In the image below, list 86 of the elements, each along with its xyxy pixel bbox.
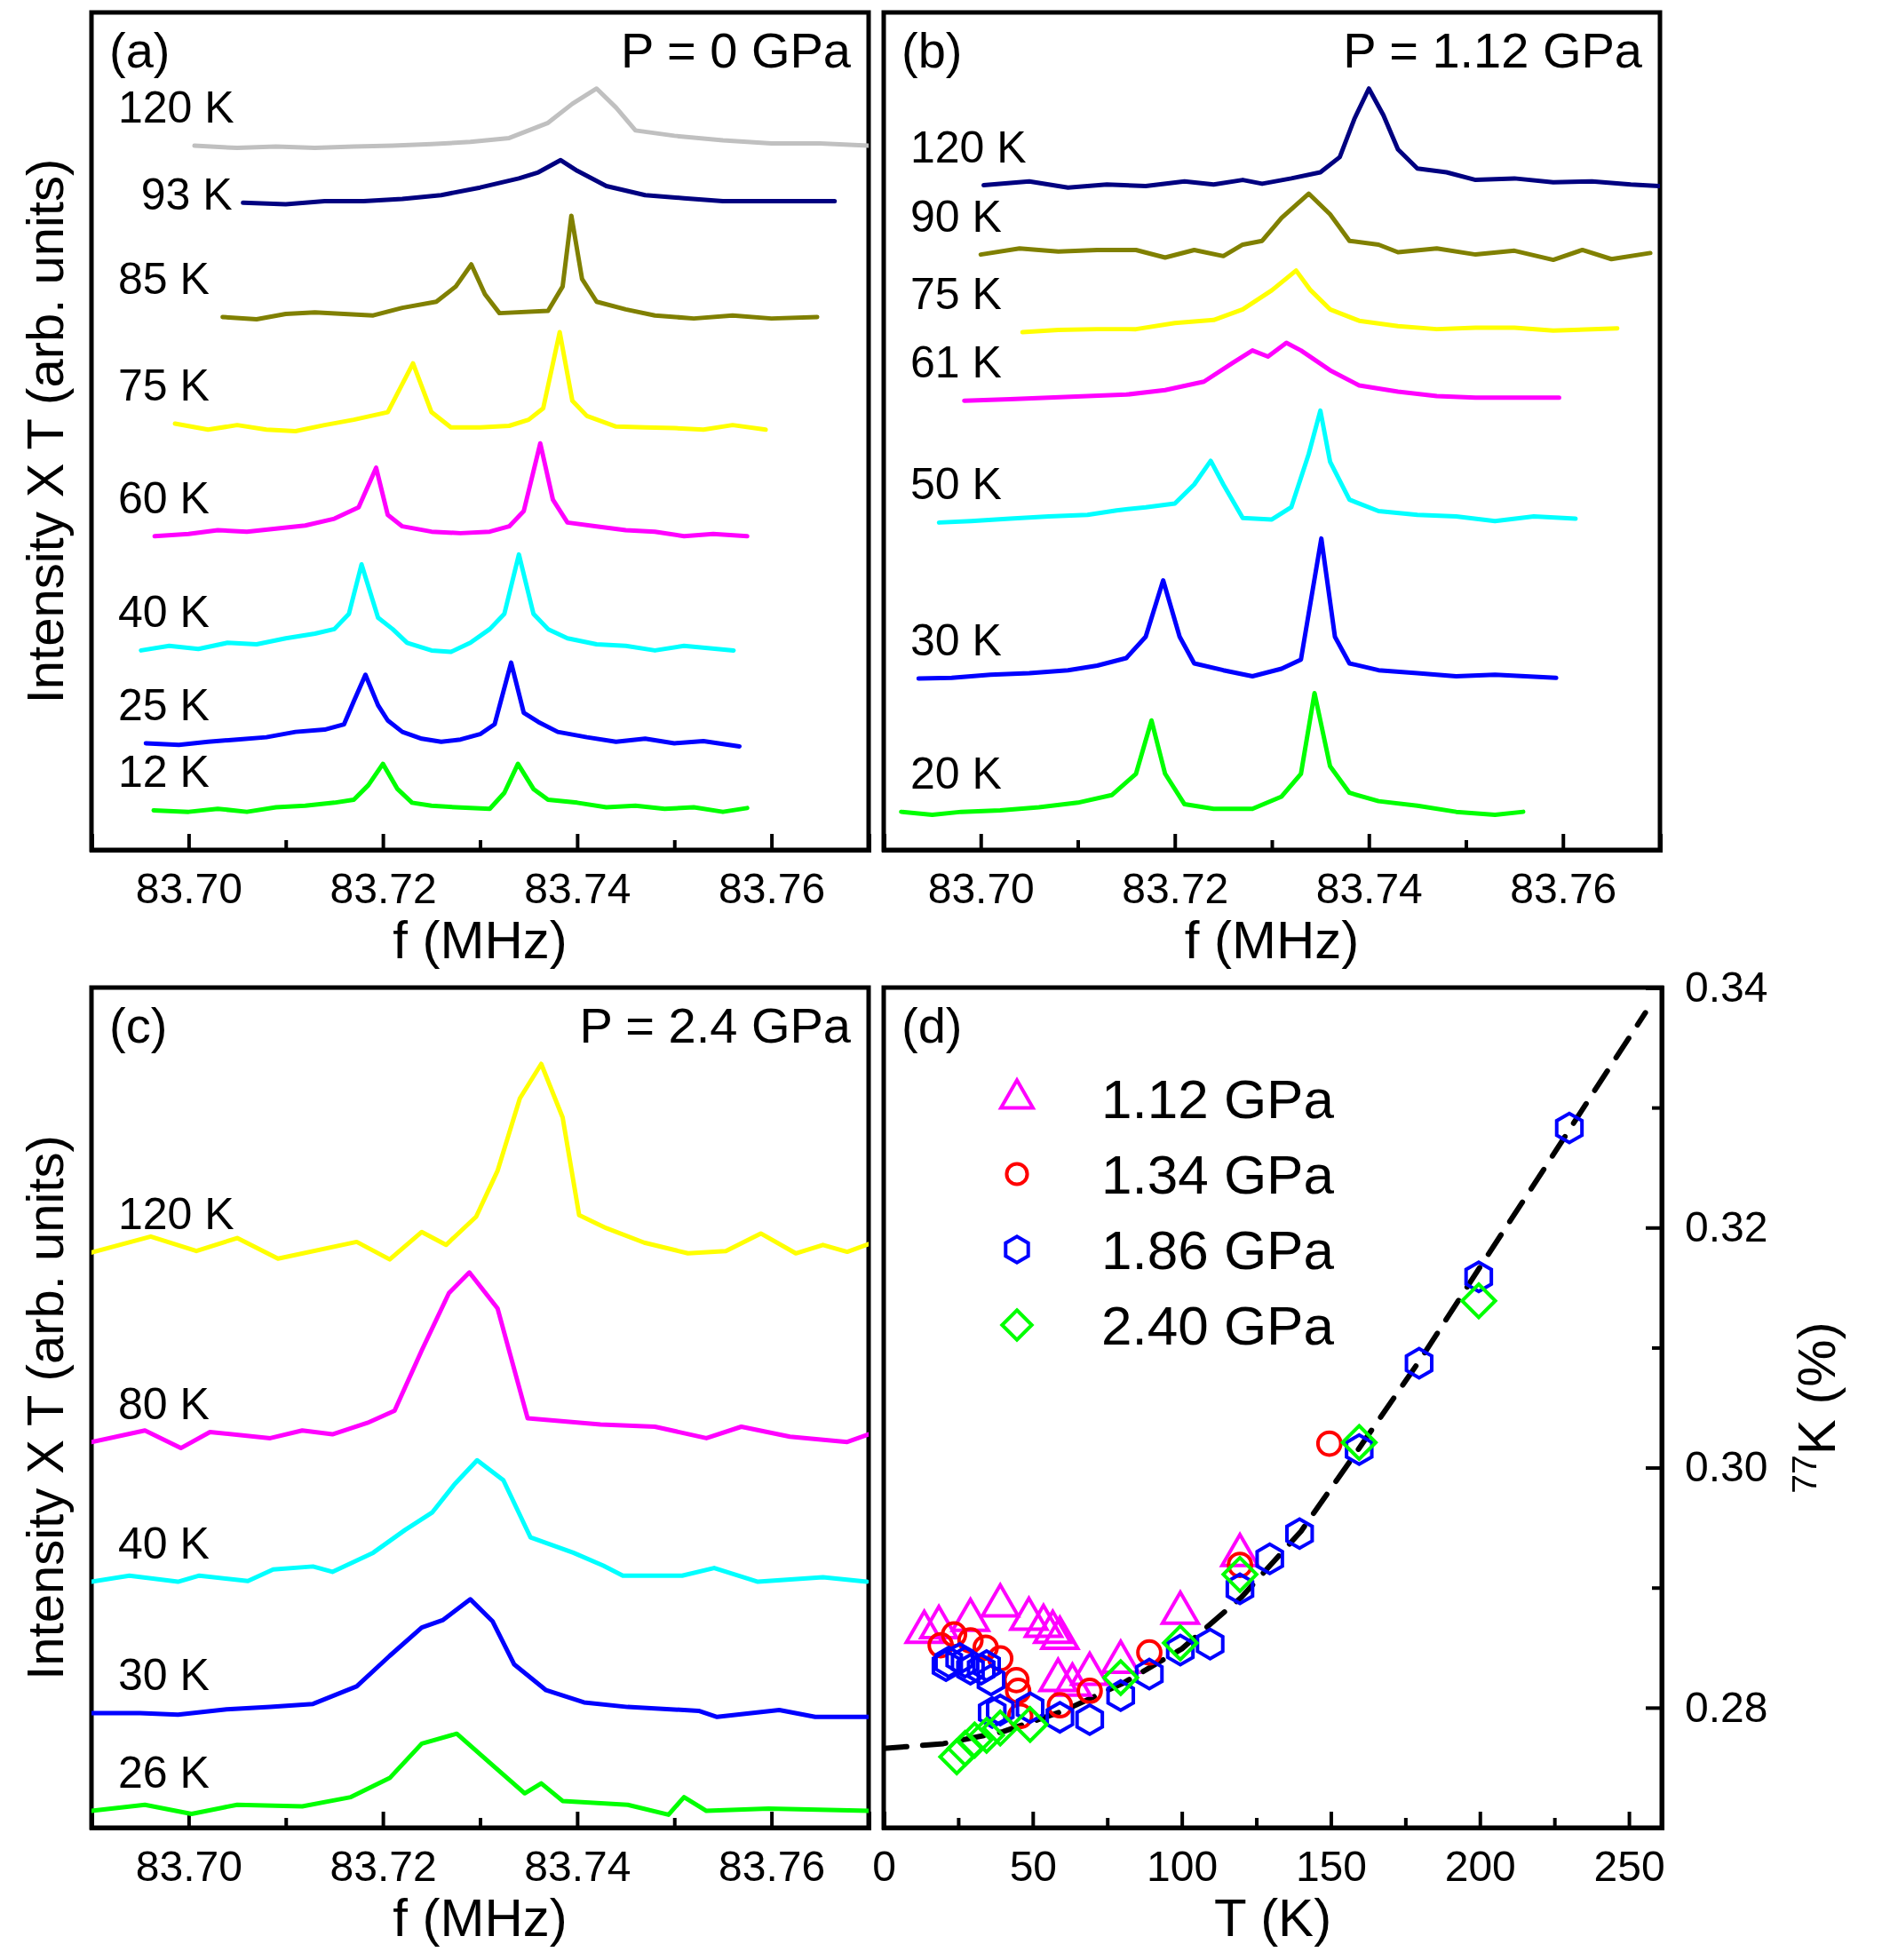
y2-tick-label: 0.28 [1685,1683,1768,1731]
series-label: 20 K [910,749,1002,799]
point [972,1649,1002,1682]
x-tick-label: 83.74 [524,1843,631,1891]
x-tick-label: 83.72 [330,865,437,913]
point [956,1653,985,1686]
point [1340,1424,1378,1461]
text: (a) [109,22,171,78]
x-tick-label: 83.76 [1510,865,1617,913]
point [966,1653,996,1686]
text: P = 1.12 GPa [1343,22,1643,78]
point [1221,1556,1259,1593]
x-axis-title: T (K) [1213,1888,1332,1948]
series-label: 75 K [118,360,210,410]
x-tick-label: 100 [1147,1843,1219,1891]
x-tick-label: 0 [872,1843,896,1891]
legend-label: 1.12 GPa [1101,1068,1335,1130]
point [1075,1702,1105,1736]
point [1162,1624,1199,1662]
x-tick-label: 83.72 [1122,865,1229,913]
text: P = 2.4 GPa [579,997,852,1053]
point [1106,1678,1136,1712]
x-axis-title: f (MHz) [393,1888,568,1948]
legend-label: 1.86 GPa [1101,1219,1335,1281]
y2-tick-label: 0.30 [1685,1443,1768,1491]
x-axis-title: f (MHz) [393,910,568,970]
series-label: 40 K [118,1519,210,1569]
text: (c) [109,997,168,1053]
series-label: 50 K [910,459,1002,510]
point [1102,1659,1140,1696]
point [950,1646,980,1678]
series-label: 120 K [910,122,1027,172]
series-label: 80 K [118,1378,210,1429]
y-axis-title: Intensity X T (arb. units) [16,158,74,704]
point [1255,1542,1284,1575]
series-label: 85 K [118,253,210,304]
series-label: 61 K [910,337,1002,388]
point [1284,1517,1314,1551]
point [1076,1678,1103,1704]
x-tick-label: 83.70 [927,865,1035,913]
y2-tick-label: 0.34 [1685,963,1768,1011]
x-tick-label: 83.72 [330,1843,437,1891]
series-label: 25 K [118,679,210,730]
x-tick-label: 83.70 [135,1843,242,1891]
point [1012,1706,1049,1743]
legend-label: 1.34 GPa [1101,1144,1335,1205]
point [1045,1701,1075,1734]
text: P = 0 GPa [621,22,852,78]
y-axis-title: Intensity X T (arb. units) [16,1135,74,1680]
series-label: 30 K [118,1650,210,1700]
point [1464,1260,1494,1294]
series-label: 120 K [118,1189,234,1240]
series-label: 90 K [910,191,1002,242]
point [1460,1282,1497,1320]
point [976,1663,1006,1697]
x-tick-label: 83.70 [135,865,242,913]
point [1003,1666,1030,1694]
series-label: 30 K [910,615,1002,666]
point [1315,1430,1343,1457]
point [968,1717,1005,1754]
point [945,1642,974,1675]
x-tick-label: 83.74 [524,865,631,913]
x-tick-label: 83.74 [1315,865,1423,913]
x-tick-label: 150 [1295,1843,1367,1891]
series-label: 26 K [118,1748,210,1798]
point [1134,1657,1164,1691]
series-label: 75 K [910,269,1002,320]
series-label: 60 K [118,472,210,523]
series-label: 40 K [118,587,210,638]
x-tick-label: 250 [1593,1843,1665,1891]
series-label: 12 K [118,747,210,797]
series-label: 93 K [140,170,233,220]
x-tick-label: 200 [1444,1843,1516,1891]
point [1554,1111,1584,1145]
x-tick-label: 83.76 [719,1843,826,1891]
y2-tick-label: 0.32 [1685,1203,1768,1251]
point [1404,1346,1434,1380]
point [981,1710,1019,1747]
x-tick-label: 83.76 [719,865,826,913]
annotation: (d) [901,997,963,1053]
legend-label: 2.40 GPa [1101,1295,1335,1356]
text: (b) [901,22,963,78]
series-label: 120 K [118,83,234,133]
x-tick-label: 50 [1009,1843,1058,1891]
x-axis-title: f (MHz) [1184,910,1360,970]
point [1195,1627,1225,1661]
